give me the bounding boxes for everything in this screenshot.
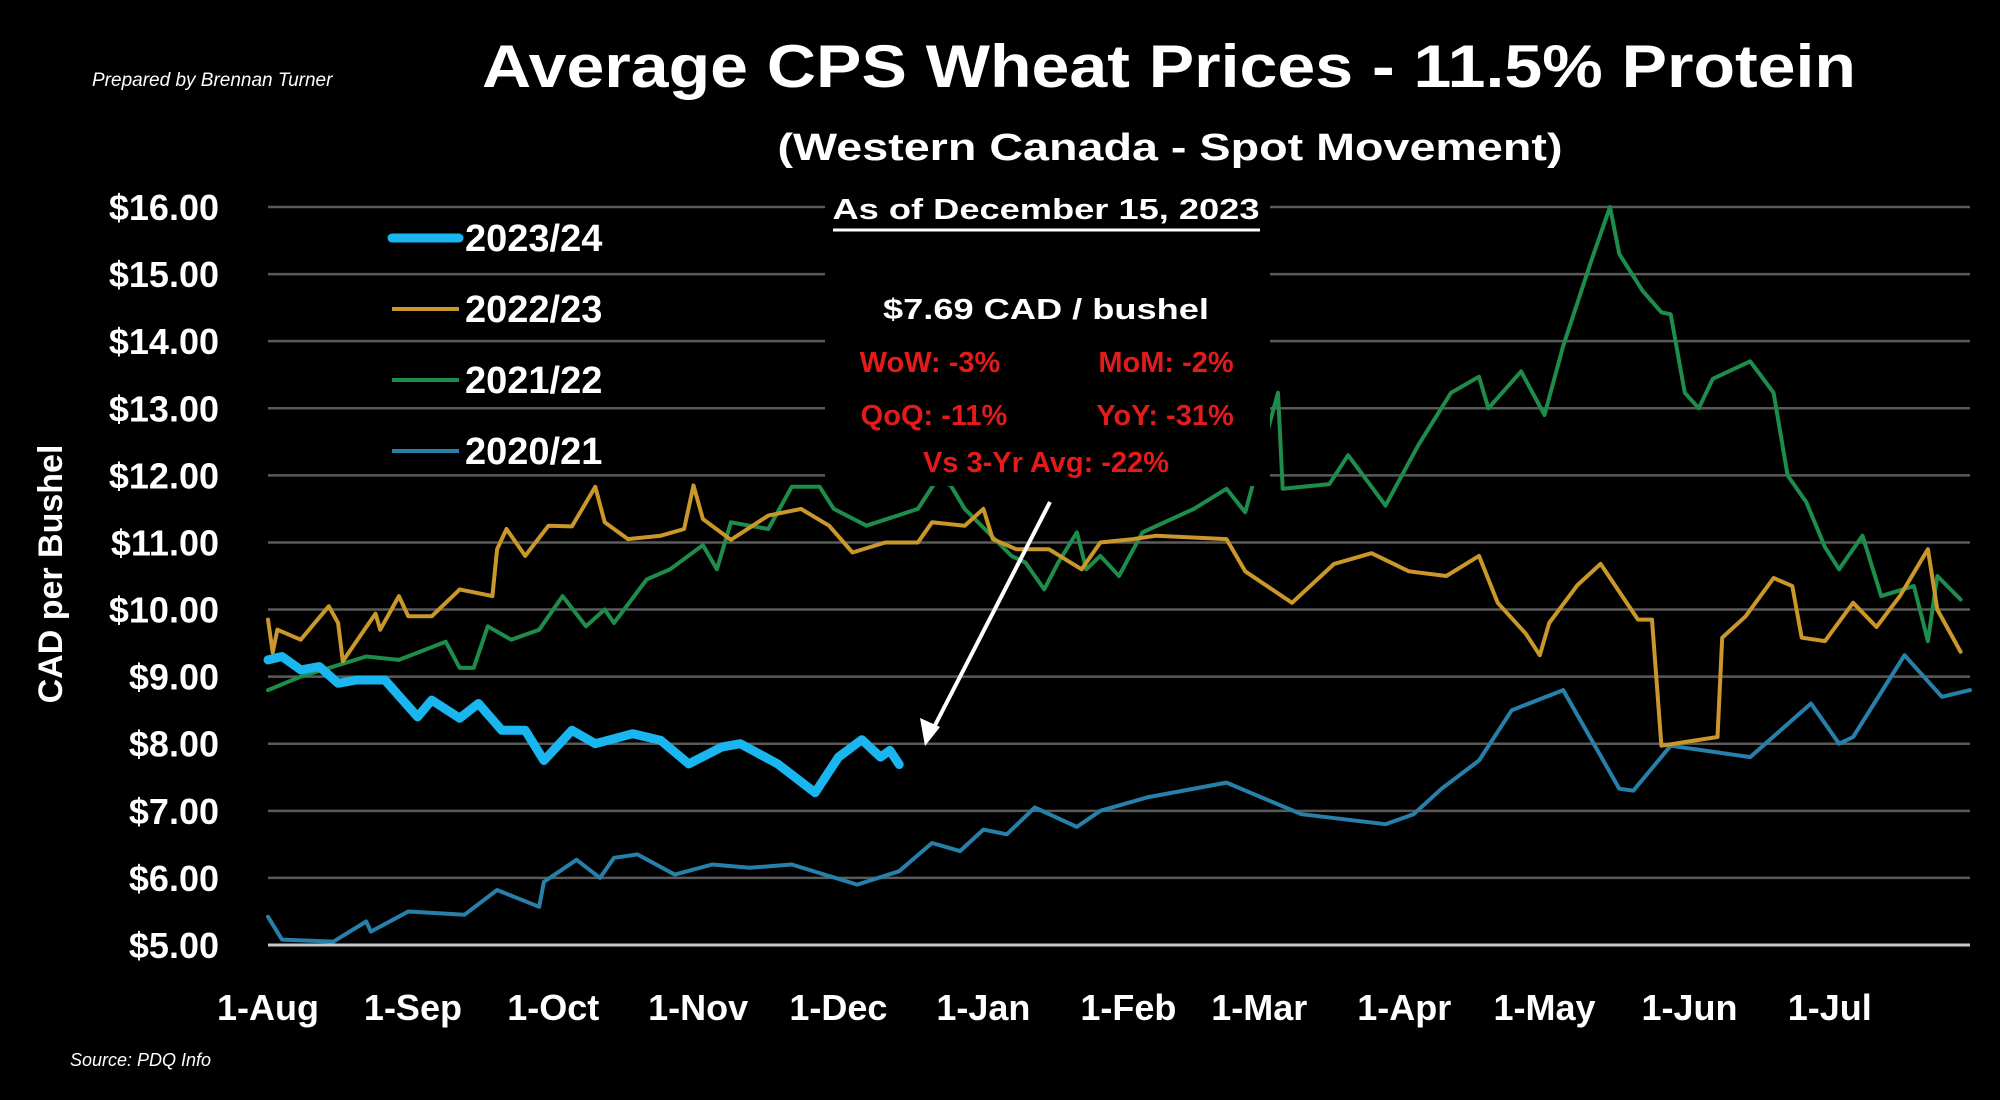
y-tick-label: $5.00 [129,925,219,966]
yoy-change: YoY: -31% [1096,400,1234,432]
x-tick-label: 1-Jul [1788,987,1872,1028]
x-tick-label: 1-Jun [1641,987,1737,1028]
price-annotation: As of December 15, 2023 $7.69 CAD / bush… [825,186,1270,486]
y-tick-label: $8.00 [129,724,219,765]
y-tick-label: $14.00 [109,321,219,362]
arrow-shaft [928,501,1052,736]
x-tick-label: 1-Apr [1357,987,1451,1028]
mom-change: MoM: -2% [1098,347,1234,379]
series-line-2022-23 [266,483,1963,748]
y-axis-ticks: $16.00 $15.00 $14.00 $13.00 $12.00 $11.00 $10.… [109,187,219,966]
chart-title: Average CPS Wheat Prices - 11.5% Protein [482,33,1856,100]
source-note: Source: PDQ Info [70,1050,211,1070]
wow-change: WoW: -3% [860,347,1001,379]
prepared-by: Prepared by Brennan Turner [92,70,333,91]
y-axis-label: CAD per Bushel [32,445,70,704]
legend-label-2021-22: 2021/22 [465,360,602,402]
current-price: $7.69 CAD / bushel [883,294,1209,326]
x-axis-ticks: 1-Aug 1-Sep 1-Oct 1-Nov 1-Dec 1-Jan 1-Feb 1-Mar… [217,987,1872,1028]
arrow-head-icon [920,718,940,746]
x-tick-label: 1-Sep [364,987,462,1028]
x-tick-label: 1-Nov [648,987,748,1028]
chart-subtitle: (Western Canada - Spot Movement) [778,127,1563,169]
y-tick-label: $6.00 [129,858,219,899]
series-lines [263,205,1972,944]
series-line-2023-24 [263,652,904,798]
as-of-date: As of December 15, 2023 [833,194,1260,226]
legend-label-2022-23: 2022/23 [465,289,602,331]
y-tick-label: $11.00 [111,522,219,563]
legend-label-2023-24: 2023/24 [465,218,602,260]
y-tick-label: $15.00 [109,254,219,295]
y-tick-label: $9.00 [129,657,219,698]
arrow-annotation [920,501,1052,746]
x-tick-label: 1-Oct [507,987,599,1028]
y-tick-label: $7.00 [129,791,219,832]
annotation-backdrop [825,186,1270,486]
series-line-2020-21 [266,653,1972,944]
legend: 2023/24 2022/23 2021/22 2020/21 [387,218,602,473]
vs-3yr-avg-change: Vs 3-Yr Avg: -22% [923,447,1169,479]
x-tick-label: 1-Dec [789,987,887,1028]
y-tick-label: $13.00 [109,388,219,429]
y-tick-label: $10.00 [109,590,219,631]
series-line-2021-22 [266,205,1963,693]
y-tick-label: $16.00 [109,187,219,228]
x-tick-label: 1-May [1493,987,1595,1028]
x-tick-label: 1-Jan [936,987,1030,1028]
x-tick-label: 1-Aug [217,987,319,1028]
legend-label-2020-21: 2020/21 [465,431,602,473]
qoq-change: QoQ: -11% [861,400,1008,432]
y-tick-label: $12.00 [109,455,219,496]
x-tick-label: 1-Mar [1211,987,1307,1028]
x-tick-label: 1-Feb [1080,987,1176,1028]
